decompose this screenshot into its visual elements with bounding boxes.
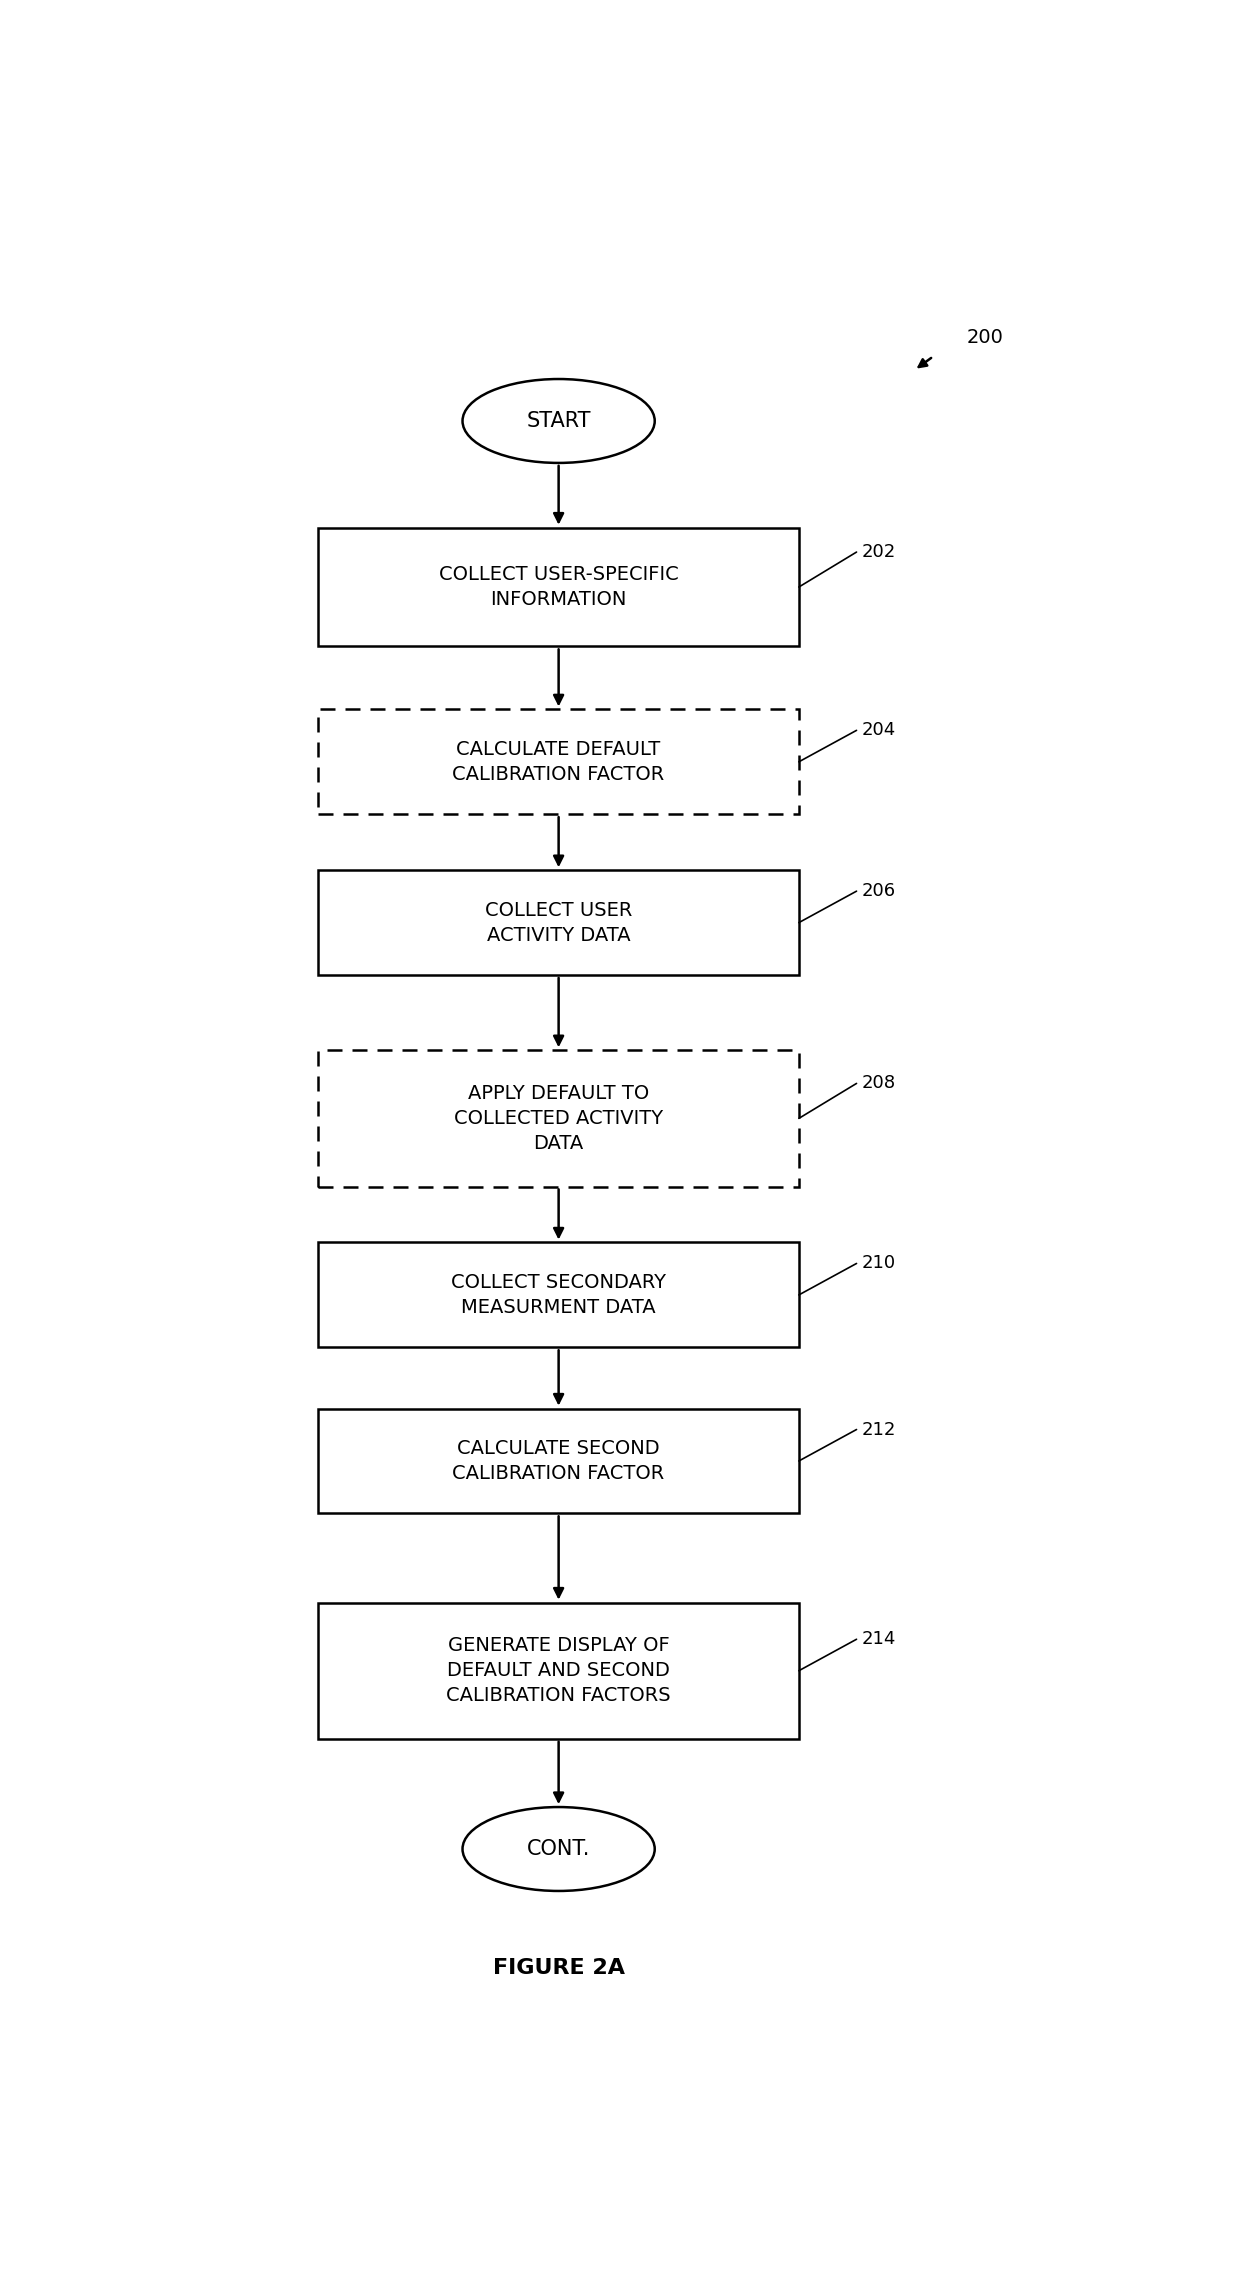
- Text: 210: 210: [862, 1255, 895, 1273]
- Text: 200: 200: [967, 327, 1004, 347]
- Text: COLLECT USER
ACTIVITY DATA: COLLECT USER ACTIVITY DATA: [485, 901, 632, 944]
- Text: GENERATE DISPLAY OF
DEFAULT AND SECOND
CALIBRATION FACTORS: GENERATE DISPLAY OF DEFAULT AND SECOND C…: [446, 1637, 671, 1705]
- Text: CONT.: CONT.: [527, 1839, 590, 1859]
- Text: 208: 208: [862, 1074, 895, 1092]
- Text: 206: 206: [862, 883, 895, 901]
- Text: FIGURE 2A: FIGURE 2A: [492, 1957, 625, 1977]
- Text: COLLECT USER-SPECIFIC
INFORMATION: COLLECT USER-SPECIFIC INFORMATION: [439, 565, 678, 608]
- Text: CALCULATE SECOND
CALIBRATION FACTOR: CALCULATE SECOND CALIBRATION FACTOR: [453, 1439, 665, 1482]
- Text: START: START: [526, 411, 591, 431]
- Text: 212: 212: [862, 1421, 895, 1439]
- Text: CALCULATE DEFAULT
CALIBRATION FACTOR: CALCULATE DEFAULT CALIBRATION FACTOR: [453, 740, 665, 783]
- Text: COLLECT SECONDARY
MEASURMENT DATA: COLLECT SECONDARY MEASURMENT DATA: [451, 1273, 666, 1317]
- Text: 204: 204: [862, 722, 895, 740]
- Text: 214: 214: [862, 1630, 895, 1648]
- Text: 202: 202: [862, 543, 895, 561]
- Text: APPLY DEFAULT TO
COLLECTED ACTIVITY
DATA: APPLY DEFAULT TO COLLECTED ACTIVITY DATA: [454, 1083, 663, 1153]
